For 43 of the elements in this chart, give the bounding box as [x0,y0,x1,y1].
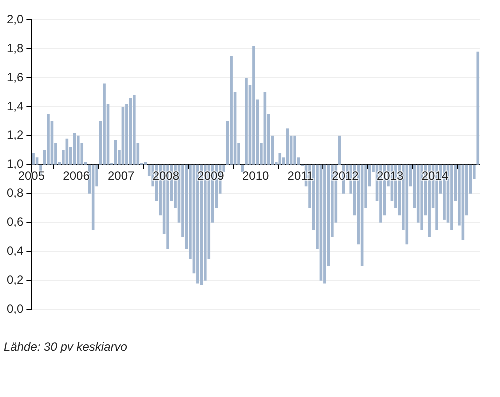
x-tick-label: 2014 [422,169,449,184]
y-tick-label: 0,2 [6,273,24,288]
x-tick-label: 2012 [332,169,360,184]
x-tick-label: 2006 [63,169,90,184]
bar [324,164,326,284]
bar [420,164,424,230]
bar [36,158,39,165]
y-tick-label: 0,6 [6,215,24,230]
bar [338,136,342,165]
bar [245,78,248,165]
bar [133,95,136,165]
x-tick-label: 2011 [288,169,314,184]
text: Lähde: 30 pv keskiarvo [4,340,128,354]
x-tick-label: 2009 [198,169,225,184]
bar [144,162,148,165]
bar [252,46,256,165]
y-tick-label: 1,8 [6,41,24,56]
bar [230,56,233,165]
x-tick-label: 2013 [376,169,404,184]
bar [406,164,409,245]
bar [76,136,80,165]
bar [73,133,76,165]
bar [476,52,480,165]
x-tick-label: 2010 [242,169,270,184]
y-tick-label: 1,0 [6,157,24,172]
bar [32,153,35,165]
y-tick-label: 0,0 [6,302,24,316]
y-tick-label: 0,4 [6,244,24,258]
x-tick-label: 2007 [108,169,136,184]
bar [47,114,50,165]
bar [294,136,296,165]
bar [278,153,282,165]
bar [196,164,200,284]
bar [286,128,289,165]
y-tick-label: 1,2 [6,128,24,142]
y-tick-label: 1,4 [6,99,24,114]
y-tick-label: 2,0 [6,12,24,26]
y-tick-label: 1,6 [6,70,24,84]
y-tick-label: 0,8 [6,186,24,200]
bar [450,164,454,230]
bar [129,98,132,165]
x-tick-label: 2008 [152,169,180,184]
bar [103,84,106,165]
